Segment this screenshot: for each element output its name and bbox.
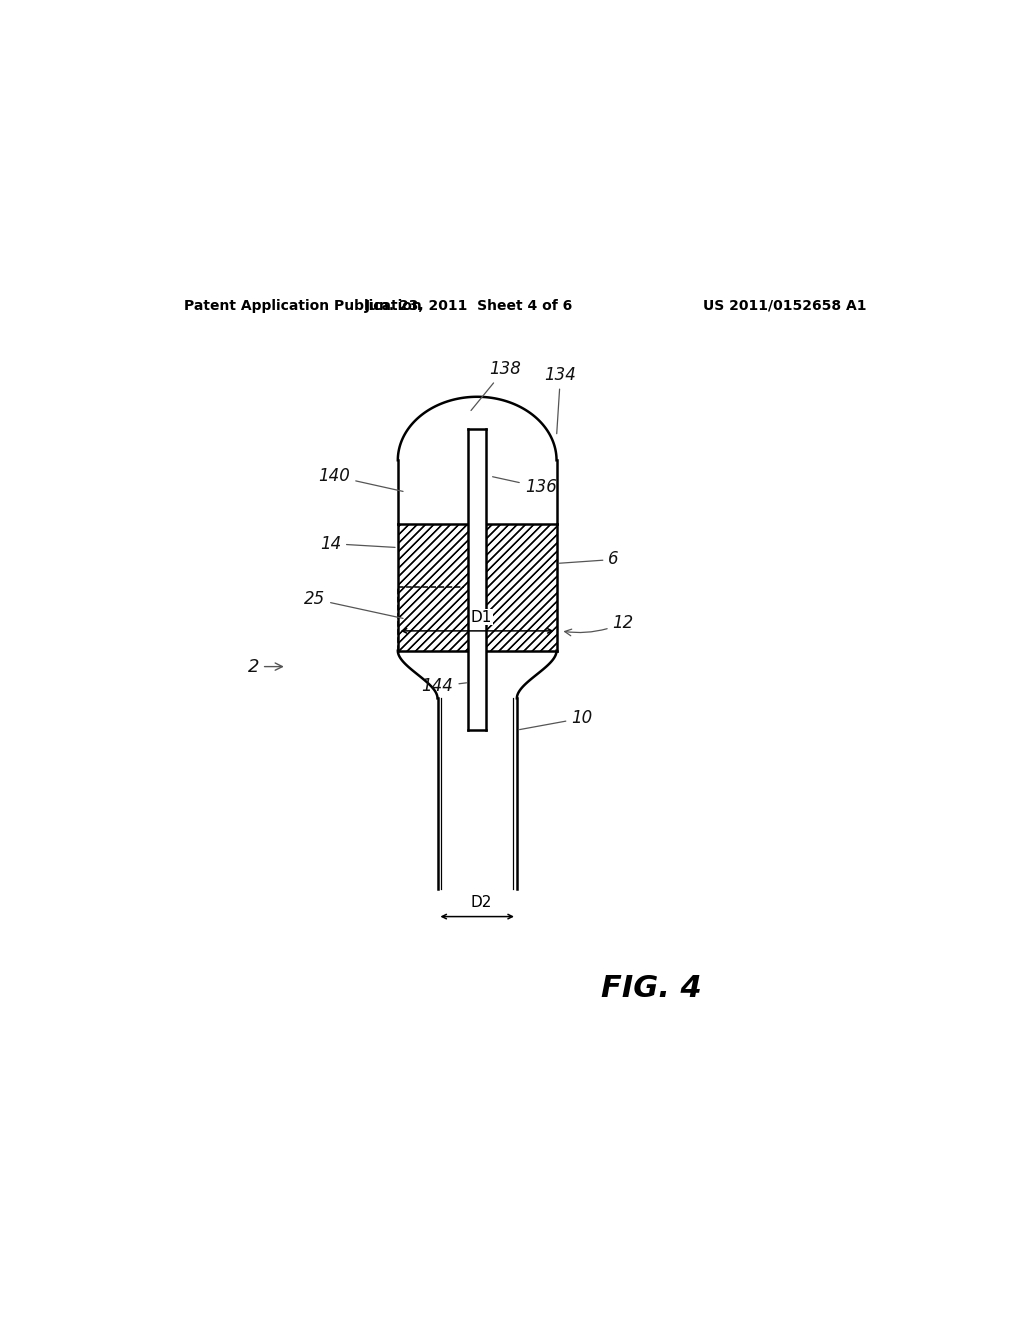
Bar — [397, 524, 557, 651]
Text: 12: 12 — [564, 614, 634, 636]
Bar — [397, 524, 557, 651]
Text: 144: 144 — [422, 677, 467, 696]
Text: 136: 136 — [493, 477, 557, 496]
Text: FIG. 4: FIG. 4 — [601, 974, 702, 1002]
Text: 10: 10 — [519, 709, 593, 730]
Text: Patent Application Publication: Patent Application Publication — [183, 298, 421, 313]
Text: Jun. 23, 2011  Sheet 4 of 6: Jun. 23, 2011 Sheet 4 of 6 — [366, 298, 573, 313]
Text: 134: 134 — [545, 366, 577, 434]
Text: D1: D1 — [470, 610, 492, 624]
Text: 14: 14 — [319, 535, 395, 553]
Bar — [468, 429, 486, 730]
Text: US 2011/0152658 A1: US 2011/0152658 A1 — [702, 298, 866, 313]
Text: 6: 6 — [559, 550, 618, 569]
Text: D2: D2 — [470, 895, 492, 911]
Bar — [397, 524, 557, 651]
Text: 138: 138 — [471, 360, 521, 411]
Text: 140: 140 — [318, 467, 403, 491]
Text: 25: 25 — [304, 590, 403, 618]
Text: 2: 2 — [248, 657, 283, 676]
